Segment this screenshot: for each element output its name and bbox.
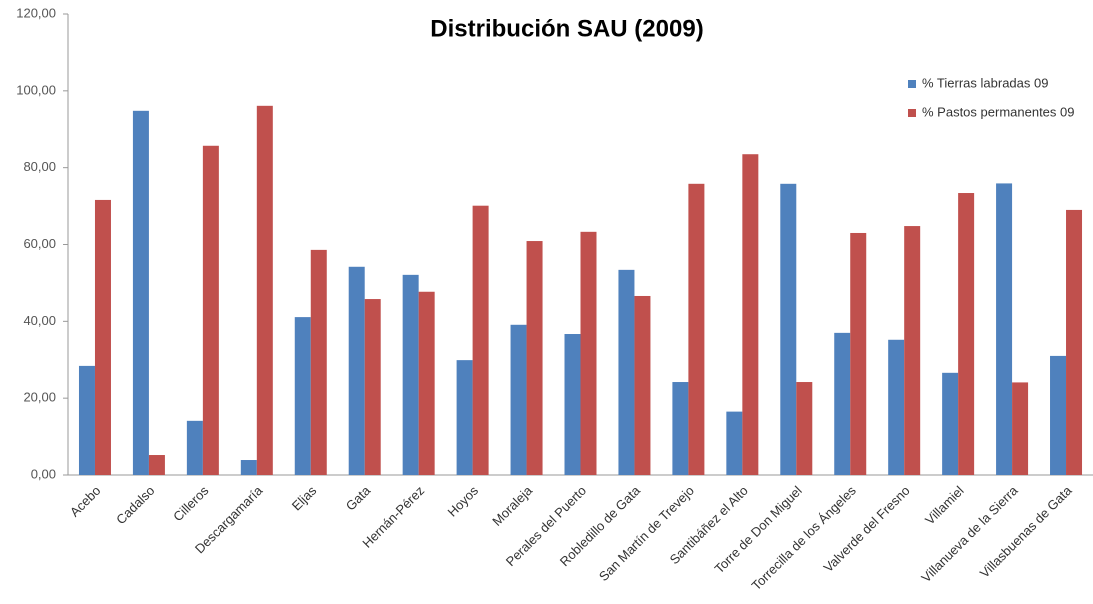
bar [618, 269, 635, 475]
bar [148, 455, 165, 475]
x-tick-label: Moraleja [489, 482, 535, 528]
x-tick-label: Cilleros [170, 483, 212, 525]
x-tick-label: Hoyos [444, 483, 481, 520]
bar [688, 183, 705, 475]
x-tick-label: Villasbuenas de Gata [977, 482, 1075, 580]
y-tick-label: 100,00 [16, 82, 56, 97]
x-tick-label: San Martín de Trevejo [596, 483, 697, 584]
x-tick-label: Eljas [289, 483, 320, 514]
bar [780, 183, 797, 475]
bar [418, 291, 435, 475]
bar [958, 193, 975, 475]
bar [850, 232, 867, 475]
bar [1012, 382, 1029, 475]
bar [132, 110, 149, 475]
bar [996, 183, 1013, 476]
bar [78, 365, 95, 475]
legend-label: % Tierras labradas 09 [922, 75, 1048, 90]
y-tick-label: 80,00 [23, 159, 56, 174]
bar [402, 274, 419, 475]
x-tick-label: Villanueva de la Sierra [918, 482, 1021, 585]
legend-swatch [908, 80, 916, 88]
bar [942, 372, 959, 475]
bar [726, 411, 743, 475]
x-tick-label: Acebo [67, 483, 104, 520]
y-tick-label: 120,00 [16, 5, 56, 20]
bar [834, 332, 851, 475]
bar [904, 226, 921, 475]
bar [742, 154, 759, 476]
bar [202, 145, 219, 475]
bar [634, 295, 651, 475]
legend-swatch [908, 109, 916, 117]
bar [526, 241, 543, 475]
legend-label: % Pastos permanentes 09 [922, 104, 1074, 119]
bar [580, 231, 597, 475]
bar [888, 339, 905, 475]
x-tick-label: Torrecilla de los Ángeles [749, 483, 860, 594]
bar [364, 299, 381, 475]
y-tick-label: 0,00 [31, 466, 56, 481]
y-tick-label: 60,00 [23, 236, 56, 251]
y-tick-label: 40,00 [23, 313, 56, 328]
bar [796, 382, 813, 475]
bar [472, 205, 489, 476]
bar [348, 266, 365, 475]
bar [456, 360, 473, 475]
bar [672, 382, 689, 475]
bar [240, 460, 257, 475]
bar [1066, 209, 1083, 476]
x-tick-label: Villamiel [922, 483, 967, 528]
bar [94, 199, 111, 476]
y-tick-label: 20,00 [23, 390, 56, 405]
bar [256, 105, 273, 476]
bar [186, 420, 203, 475]
bar [310, 249, 327, 475]
x-tick-label: Gata [343, 482, 374, 513]
bar [510, 324, 527, 475]
chart-title: Distribución SAU (2009) [430, 15, 703, 42]
bar [294, 317, 311, 475]
x-tick-label: Cadalso [113, 483, 157, 527]
bar [1050, 355, 1067, 475]
bar [564, 334, 581, 475]
